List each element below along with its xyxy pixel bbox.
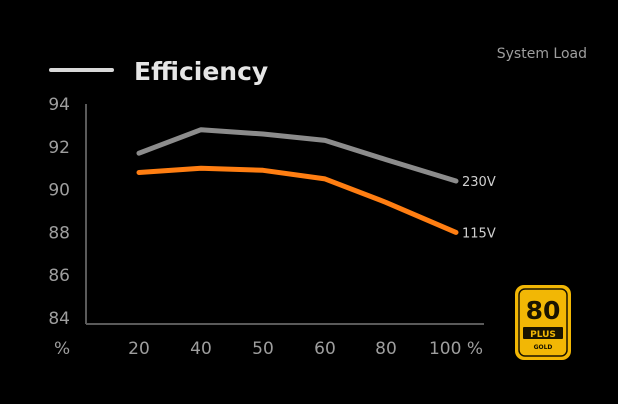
badge-number: 80 — [526, 296, 561, 325]
series-label-230v: 230V — [462, 175, 496, 190]
y-tick-label: 94 — [48, 95, 70, 115]
x-tick-label: 60 — [314, 339, 336, 359]
x-tick-label: 100 % — [429, 339, 483, 359]
x-tick-label: 80 — [375, 339, 397, 359]
x-tick-label: 40 — [190, 339, 212, 359]
y-tick-labels: 94 92 90 88 86 84 — [48, 95, 70, 329]
series-line-230v — [136, 127, 459, 184]
badge-tier: GOLD — [534, 344, 553, 351]
legend: Efficiency — [49, 57, 268, 86]
x-tick-labels: 20 40 50 60 80 100 % — [128, 339, 483, 359]
series-label-115v: 115V — [462, 226, 496, 241]
x-tick-label: 50 — [252, 339, 274, 359]
y-tick-label: 84 — [48, 309, 70, 329]
x-unit-label: % — [54, 339, 70, 359]
x-tick-label: 20 — [128, 339, 150, 359]
series-labels: 230V 115V — [462, 175, 496, 241]
y-tick-label: 88 — [48, 223, 70, 243]
x-axis-title: System Load — [497, 46, 587, 62]
legend-title: Efficiency — [134, 57, 268, 86]
badge-plus-bar — [523, 327, 563, 339]
y-tick-label: 90 — [48, 181, 70, 201]
badge-inner — [518, 288, 568, 357]
80-plus-gold-badge: 80 PLUS GOLD — [515, 285, 571, 360]
series-line-115v — [136, 165, 459, 235]
series-lines — [136, 127, 459, 235]
y-tick-label: 92 — [48, 138, 70, 158]
y-tick-label: 86 — [48, 266, 70, 286]
badge-plus: PLUS — [530, 330, 556, 340]
badge-outer — [515, 285, 571, 360]
